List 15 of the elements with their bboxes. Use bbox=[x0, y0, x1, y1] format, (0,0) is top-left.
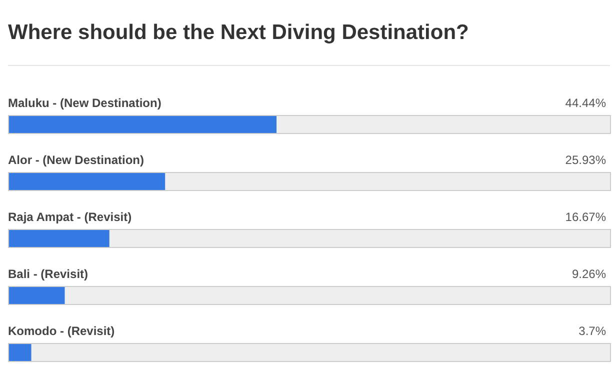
bar bbox=[9, 173, 166, 190]
y-tick-label: Raja Ampat - (Revisit) bbox=[8, 210, 132, 224]
bar bbox=[9, 230, 110, 247]
data-label: 16.67% bbox=[565, 210, 606, 224]
data-label: 9.26% bbox=[572, 267, 606, 281]
y-tick-label: Maluku - (New Destination) bbox=[8, 96, 162, 110]
data-label: 3.7% bbox=[578, 324, 606, 338]
bar bbox=[9, 344, 32, 361]
bar bbox=[9, 287, 65, 304]
data-label: 44.44% bbox=[565, 96, 606, 110]
chart-title: Where should be the Next Diving Destination? bbox=[8, 21, 469, 44]
y-tick-label: Bali - (Revisit) bbox=[8, 267, 88, 281]
y-tick-label: Komodo - (Revisit) bbox=[8, 324, 115, 338]
data-label: 25.93% bbox=[565, 153, 606, 167]
y-tick-label: Alor - (New Destination) bbox=[8, 153, 144, 167]
